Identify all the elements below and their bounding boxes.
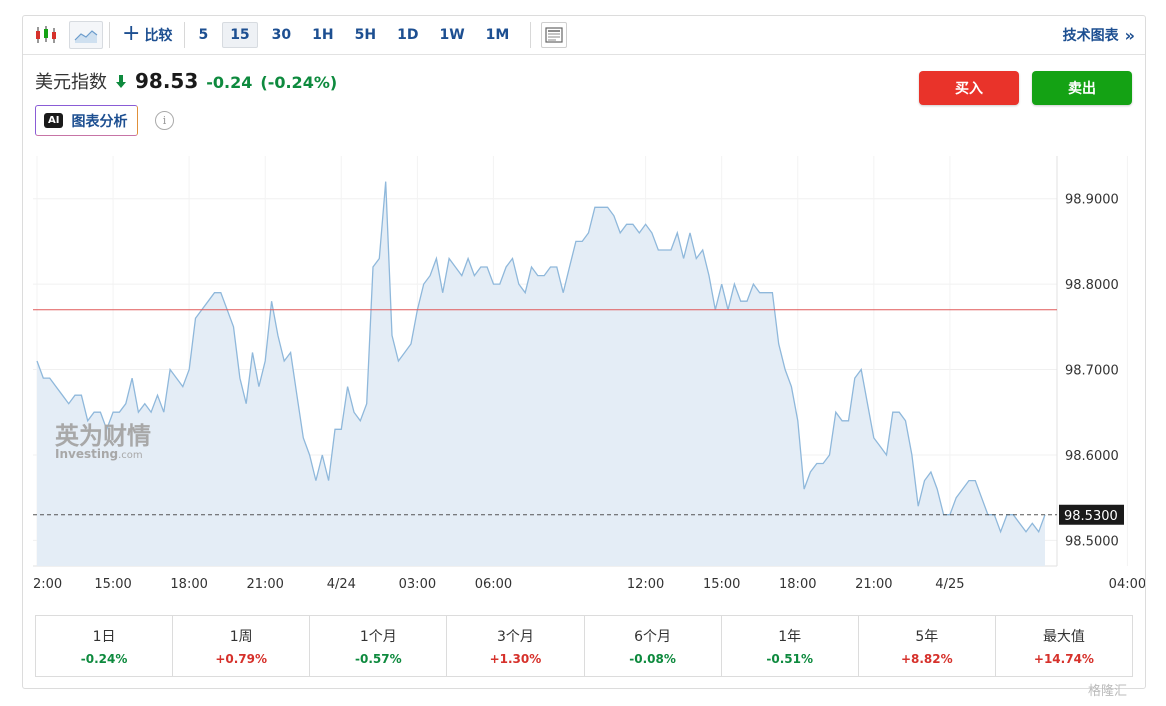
period-cell[interactable]: 6个月 -0.08%	[585, 616, 722, 676]
buy-button[interactable]: 买入	[919, 71, 1019, 105]
interval-button-5h[interactable]: 5H	[354, 27, 377, 43]
last-price: 98.53	[135, 69, 199, 93]
ai-analysis-label: 图表分析	[71, 113, 128, 130]
sell-button[interactable]: 卖出	[1032, 71, 1132, 105]
period-change: -0.24%	[80, 652, 128, 666]
x-tick-label: 12:00	[627, 577, 664, 592]
ai-badge-icon: AI	[44, 113, 64, 128]
x-tick-label: 04:00	[1109, 577, 1145, 592]
x-tick-label: 4/24	[327, 577, 356, 592]
y-tick-label: 98.5000	[1065, 534, 1119, 549]
compare-label: 比较	[144, 28, 173, 44]
chart-toolbar: + 比较 5 15 30 1H 5H 1D 1W 1M 技术图表 »	[23, 16, 1145, 55]
tech-chart-link[interactable]: 技术图表 »	[1063, 25, 1135, 45]
compare-button[interactable]: + 比较	[116, 21, 178, 46]
interval-selector: 5 15 30 1H 5H 1D 1W 1M	[191, 22, 516, 48]
price-chart[interactable]: 英为财情 Investing.com 98.9000 98.8000 98.7000…	[23, 16, 1145, 606]
y-tick-label: 98.8000	[1065, 278, 1119, 293]
instrument-header: 美元指数 98.53 -0.24 (-0.24%)	[35, 68, 337, 94]
x-tick-label: 21:00	[855, 577, 892, 592]
investing-watermark: 英为财情 Investing.com	[55, 422, 151, 461]
price-change: -0.24	[206, 73, 253, 92]
period-cell[interactable]: 1日 -0.24%	[36, 616, 174, 676]
plus-icon: +	[122, 21, 141, 46]
x-tick-label: 15:00	[703, 577, 740, 592]
period-change: -0.51%	[766, 652, 813, 666]
ai-chart-analysis-button[interactable]: AI 图表分析	[35, 105, 139, 136]
period-cell[interactable]: 1周 +0.79%	[173, 616, 311, 676]
area-chart-icon[interactable]	[69, 21, 103, 49]
period-change: +8.82%	[900, 652, 953, 666]
toolbar-divider	[184, 22, 186, 48]
interval-button-5[interactable]: 5	[198, 27, 209, 43]
period-cell[interactable]: 1年 -0.51%	[722, 616, 859, 676]
down-arrow-icon	[115, 75, 127, 92]
period-change: +14.74%	[1033, 652, 1094, 666]
x-tick-label: 2:00	[33, 577, 62, 592]
price-line	[36, 181, 1046, 534]
instrument-widget: + 比较 5 15 30 1H 5H 1D 1W 1M 技术图表 » 美元指数 98.53 -…	[22, 15, 1146, 689]
candlestick-chart-icon[interactable]	[29, 21, 63, 49]
period-change: +1.30%	[489, 652, 542, 666]
period-label: 5年	[915, 629, 939, 645]
period-label: 6个月	[634, 629, 672, 645]
interval-button-15[interactable]: 15	[222, 22, 258, 48]
period-label: 1周	[229, 629, 253, 645]
interval-button-1m[interactable]: 1M	[485, 27, 510, 43]
price-change-percent: (-0.24%)	[260, 73, 338, 92]
period-cell[interactable]: 3个月 +1.30%	[447, 616, 585, 676]
period-change: -0.57%	[355, 652, 402, 666]
period-label: 1个月	[359, 629, 397, 645]
performance-periods: 1日 -0.24% 1周 +0.79% 1个月 -0.57% 3个月 +1.30% 6个月 -0.…	[35, 615, 1133, 677]
period-label: 1年	[778, 629, 802, 645]
svg-text:98.5300: 98.5300	[1064, 509, 1118, 524]
interval-button-1w[interactable]: 1W	[439, 27, 465, 43]
watermark-cn: 英为财情	[55, 422, 151, 450]
interval-button-1h[interactable]: 1H	[312, 27, 334, 43]
x-tick-label: 06:00	[475, 577, 512, 592]
price-area-fill	[37, 181, 1045, 566]
period-cell[interactable]: 1个月 -0.57%	[310, 616, 448, 676]
x-tick-label: 18:00	[779, 577, 816, 592]
x-tick-label: 21:00	[246, 577, 283, 592]
x-tick-label: 18:00	[170, 577, 207, 592]
current-price-badge: 98.5300	[1059, 504, 1124, 525]
toolbar-divider	[530, 22, 532, 48]
period-label: 1日	[92, 629, 116, 645]
x-tick-label: 4/25	[935, 577, 964, 592]
y-tick-label: 98.9000	[1065, 193, 1119, 208]
period-label: 最大值	[1042, 629, 1085, 645]
interval-button-1d[interactable]: 1D	[397, 27, 419, 43]
toolbar-divider	[109, 22, 110, 48]
source-watermark: 格隆汇	[1088, 684, 1128, 699]
period-change: +0.79%	[215, 652, 268, 666]
period-cell[interactable]: 5年 +8.82%	[859, 616, 996, 676]
info-icon[interactable]: i	[155, 111, 174, 130]
interval-button-30[interactable]: 30	[271, 27, 292, 43]
x-tick-label: 03:00	[399, 577, 436, 592]
news-overlay-icon[interactable]	[541, 22, 568, 48]
y-tick-label: 98.7000	[1065, 364, 1119, 379]
instrument-name: 美元指数	[35, 72, 107, 93]
period-label: 3个月	[496, 629, 534, 645]
y-tick-label: 98.6000	[1065, 449, 1119, 464]
period-change: -0.08%	[629, 652, 676, 666]
watermark-en: Investing.com	[55, 447, 143, 461]
tech-chart-label: 技术图表	[1062, 28, 1119, 44]
period-cell[interactable]: 最大值 +14.74%	[996, 616, 1132, 676]
x-tick-label: 15:00	[94, 577, 131, 592]
double-chevron-right-icon: »	[1124, 25, 1135, 45]
